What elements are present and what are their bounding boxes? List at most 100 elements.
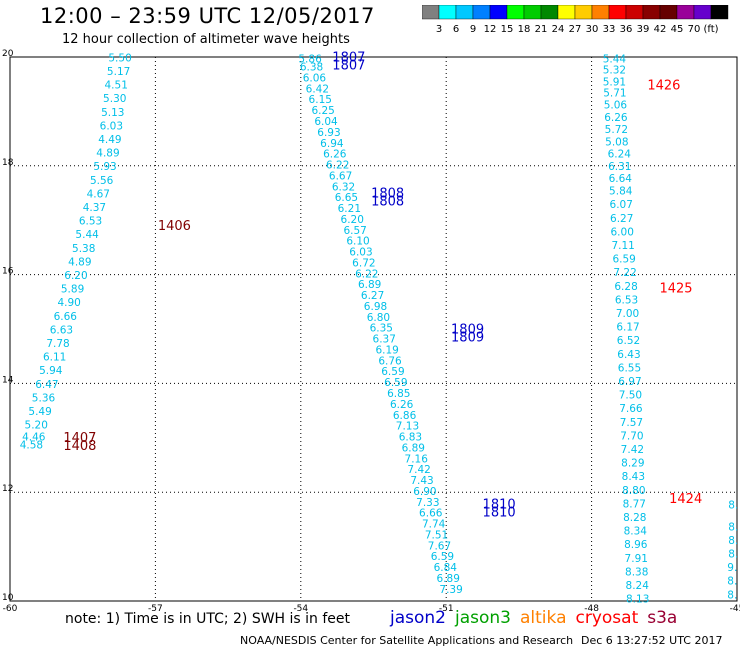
pass-time-label: 1810 bbox=[483, 498, 516, 513]
wave-height-value: 5.56 bbox=[90, 175, 114, 187]
wave-height-value: 6.53 bbox=[79, 216, 102, 228]
wave-height-value: 6.47 bbox=[35, 379, 58, 391]
wave-height-value: 6.03 bbox=[349, 247, 372, 259]
pass-time-label: 1809 bbox=[451, 322, 484, 337]
wave-height-value: 8.46 bbox=[727, 576, 740, 588]
wave-height-value: 7.78 bbox=[46, 338, 69, 350]
pass-time-label: 1424 bbox=[669, 492, 702, 507]
wave-height-value: 5.30 bbox=[103, 93, 126, 105]
chart-subtitle: 12 hour collection of altimeter wave hei… bbox=[62, 32, 350, 47]
wave-height-value: 8.96 bbox=[624, 539, 648, 551]
colorbar-tick-label: 9 bbox=[470, 24, 476, 35]
wave-height-value: 6.26 bbox=[390, 399, 414, 411]
wave-height-value: 8.24 bbox=[626, 580, 650, 592]
wave-height-value: 7.91 bbox=[625, 553, 648, 565]
colorbar-swatch bbox=[710, 5, 729, 20]
pass-time-label: 1807 bbox=[332, 50, 365, 65]
wave-height-value: 8.3 bbox=[728, 548, 740, 560]
wave-height-value: 8.28 bbox=[623, 512, 646, 524]
y-tick-label: 14 bbox=[2, 375, 14, 385]
wave-height-value: 8.13 bbox=[626, 594, 649, 606]
wave-height-value: 7.13 bbox=[396, 421, 419, 433]
wave-height-value: 5.13 bbox=[101, 107, 124, 119]
wave-height-value: 6.21 bbox=[338, 203, 361, 215]
colorbar-tick-label: 70 bbox=[688, 24, 701, 35]
colorbar-tick-label: 45 bbox=[671, 24, 684, 35]
wave-height-value: 4.51 bbox=[105, 80, 128, 92]
colorbar-tick-label: 18 bbox=[518, 24, 531, 35]
wave-height-value: 4.90 bbox=[57, 297, 80, 309]
y-tick-label: 10 bbox=[2, 593, 14, 603]
wave-height-value: 6.37 bbox=[373, 334, 396, 346]
y-tick-label: 16 bbox=[2, 267, 14, 277]
wave-height-value: 5.86 bbox=[298, 53, 322, 65]
wave-height-value: 8.77 bbox=[623, 498, 646, 510]
wave-height-value: 6.32 bbox=[332, 181, 355, 193]
pass-time-label: 1808 bbox=[371, 195, 404, 210]
wave-height-value: 6.72 bbox=[352, 257, 375, 269]
wave-height-value: 6.80 bbox=[367, 312, 390, 324]
wave-height-value: 6.00 bbox=[611, 226, 634, 238]
pass-time-label: 1426 bbox=[647, 79, 680, 94]
wave-height-value: 6.06 bbox=[303, 72, 327, 84]
wave-height-value: 7.33 bbox=[416, 497, 439, 509]
colorbar-tick-label: 21 bbox=[535, 24, 548, 35]
wave-height-value: 6.57 bbox=[343, 225, 366, 237]
colorbar-tick-label: 42 bbox=[654, 24, 667, 35]
wave-height-value: 6.26 bbox=[323, 149, 347, 161]
wave-height-value: 6.31 bbox=[608, 161, 631, 173]
legend-entry-s3a: s3a bbox=[647, 608, 678, 628]
wave-height-value: 6.27 bbox=[361, 290, 384, 302]
wave-height-value: 4.89 bbox=[96, 148, 119, 160]
wave-height-value: 8.6 bbox=[728, 521, 740, 533]
colorbar-tick-label: 30 bbox=[586, 24, 599, 35]
wave-height-value: 5.89 bbox=[61, 284, 84, 296]
footer-credit: NOAA/NESDIS Center for Satellite Applica… bbox=[240, 634, 574, 647]
wave-height-value: 7.22 bbox=[613, 267, 636, 279]
x-tick-label: -54 bbox=[293, 604, 308, 614]
wave-height-value: 7.57 bbox=[620, 417, 643, 429]
pass-time-label: 1807 bbox=[332, 59, 365, 74]
pass-time-label: 1407 bbox=[63, 431, 96, 446]
wave-height-value: 5.44 bbox=[75, 229, 99, 241]
wave-height-value: 6.35 bbox=[370, 323, 393, 335]
wave-height-value: 6.66 bbox=[419, 508, 443, 520]
wave-height-value: 6.53 bbox=[615, 294, 638, 306]
legend-entry-cryosat: cryosat bbox=[575, 608, 639, 628]
wave-height-value: 6.42 bbox=[306, 83, 329, 95]
colorbar-tick-label: 6 bbox=[453, 24, 459, 35]
wave-height-value: 8.8 bbox=[728, 500, 740, 512]
wave-height-value: 4.67 bbox=[87, 188, 110, 200]
pass-time-label: 1810 bbox=[483, 506, 516, 521]
wave-height-value: 6.63 bbox=[50, 324, 73, 336]
wave-height-value: 7.51 bbox=[425, 529, 448, 541]
wave-height-value: 8.43 bbox=[622, 471, 645, 483]
wave-height-value: 9.02 bbox=[727, 562, 740, 574]
colorbar-tick-label: 24 bbox=[552, 24, 565, 35]
wave-height-value: 8.22 bbox=[727, 589, 740, 601]
colorbar-tick-label: 39 bbox=[637, 24, 650, 35]
wave-height-value: 5.38 bbox=[72, 243, 95, 255]
pass-time-label: 1408 bbox=[63, 439, 96, 454]
colorbar-tick-label: 36 bbox=[620, 24, 633, 35]
wave-height-value: 4.46 bbox=[22, 432, 46, 444]
wave-height-value: 6.55 bbox=[618, 362, 641, 374]
x-tick-label: -51 bbox=[439, 604, 454, 614]
wave-height-value: 6.89 bbox=[402, 442, 425, 454]
pass-time-label: 1425 bbox=[659, 282, 692, 297]
wave-height-value: 5.36 bbox=[32, 392, 56, 404]
x-tick-label: -45 bbox=[730, 604, 740, 614]
y-tick-label: 18 bbox=[2, 158, 14, 168]
wave-height-value: 6.97 bbox=[618, 376, 641, 388]
wave-height-value: 8.29 bbox=[621, 458, 644, 470]
wave-height-value: 6.84 bbox=[434, 562, 458, 574]
wave-height-value: 5.72 bbox=[605, 124, 628, 136]
legend-entry-altika: altika bbox=[520, 608, 567, 628]
wave-height-value: 7.42 bbox=[621, 444, 644, 456]
wave-height-value: 6.59 bbox=[381, 366, 404, 378]
colorbar-tick-label: 15 bbox=[501, 24, 514, 35]
pass-time-label: 1808 bbox=[371, 186, 404, 201]
wave-height-value: 7.66 bbox=[619, 403, 643, 415]
wave-height-value: 6.59 bbox=[431, 551, 454, 563]
